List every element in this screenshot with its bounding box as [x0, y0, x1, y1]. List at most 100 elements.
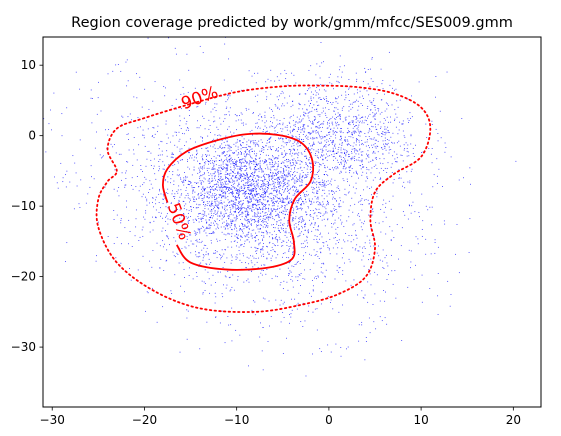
data-point [251, 205, 253, 207]
data-point [237, 279, 239, 281]
data-point [231, 171, 233, 172]
data-point [402, 130, 404, 132]
data-point [275, 169, 277, 171]
data-point [275, 245, 276, 247]
data-point [327, 151, 329, 152]
data-point [266, 127, 268, 129]
data-point [334, 143, 336, 145]
data-point [208, 197, 210, 199]
data-point [190, 206, 191, 208]
data-point [292, 178, 294, 180]
data-point [273, 190, 275, 192]
data-point [266, 258, 268, 260]
data-point [305, 252, 307, 254]
data-point [210, 262, 212, 264]
data-point [248, 222, 250, 224]
data-point [234, 206, 236, 208]
data-point [338, 204, 340, 206]
data-point [219, 178, 221, 180]
data-point [310, 162, 312, 164]
data-point [222, 207, 224, 209]
data-point [363, 189, 364, 191]
data-point [231, 200, 233, 202]
data-point [277, 227, 279, 229]
data-point [206, 205, 208, 206]
data-point [216, 240, 218, 242]
data-point [194, 251, 196, 253]
data-point [339, 197, 341, 199]
data-point [340, 132, 342, 133]
data-point [205, 147, 207, 149]
data-point [319, 183, 321, 185]
data-point [220, 194, 221, 196]
data-point [314, 109, 316, 111]
data-point [237, 185, 239, 187]
data-point [166, 235, 168, 237]
data-point [244, 219, 246, 221]
data-point [355, 116, 357, 118]
data-point [252, 204, 254, 206]
data-point [292, 185, 294, 187]
data-point [337, 81, 339, 83]
data-point [198, 204, 200, 206]
data-point [247, 221, 249, 222]
data-point [213, 224, 215, 226]
data-point [450, 156, 452, 158]
data-point [371, 186, 373, 188]
data-point [343, 157, 345, 158]
data-point [234, 199, 236, 201]
data-point [224, 227, 226, 229]
data-point [322, 262, 324, 264]
data-point [379, 259, 381, 261]
data-point [244, 243, 245, 245]
data-point [380, 208, 382, 210]
data-point [323, 180, 325, 182]
data-point [276, 197, 278, 199]
data-point [249, 205, 251, 207]
data-point [281, 205, 283, 207]
data-point [375, 128, 377, 130]
data-point [367, 154, 369, 156]
data-point [206, 221, 208, 223]
data-point [246, 162, 248, 164]
data-point [162, 198, 164, 200]
data-point [325, 90, 327, 92]
data-point [233, 211, 235, 212]
data-point [205, 154, 206, 156]
data-point [245, 165, 247, 167]
data-point [276, 125, 278, 127]
data-point [320, 156, 321, 158]
data-point [244, 211, 246, 213]
data-point [204, 269, 206, 271]
data-point [223, 161, 225, 163]
data-point [145, 178, 147, 180]
data-point [244, 158, 246, 160]
data-point [308, 231, 309, 233]
data-point [327, 140, 329, 142]
data-point [241, 208, 243, 210]
data-point [125, 178, 127, 179]
data-point [159, 158, 161, 160]
data-point [279, 304, 281, 306]
data-point [222, 222, 223, 224]
data-point [310, 200, 312, 202]
data-point [241, 224, 243, 226]
data-point [369, 332, 371, 334]
data-point [437, 313, 439, 315]
data-point [347, 127, 349, 129]
data-point [236, 208, 238, 209]
data-point [330, 184, 332, 186]
data-point [199, 229, 200, 231]
data-point [322, 150, 324, 152]
data-point [273, 194, 275, 196]
data-point [316, 92, 318, 94]
data-point [370, 122, 372, 123]
data-point [294, 183, 296, 185]
data-point [346, 220, 348, 222]
data-point [317, 217, 319, 219]
data-point [282, 256, 284, 258]
data-point [297, 149, 299, 151]
data-point [135, 218, 137, 220]
data-point [100, 110, 102, 112]
data-point [180, 177, 181, 179]
